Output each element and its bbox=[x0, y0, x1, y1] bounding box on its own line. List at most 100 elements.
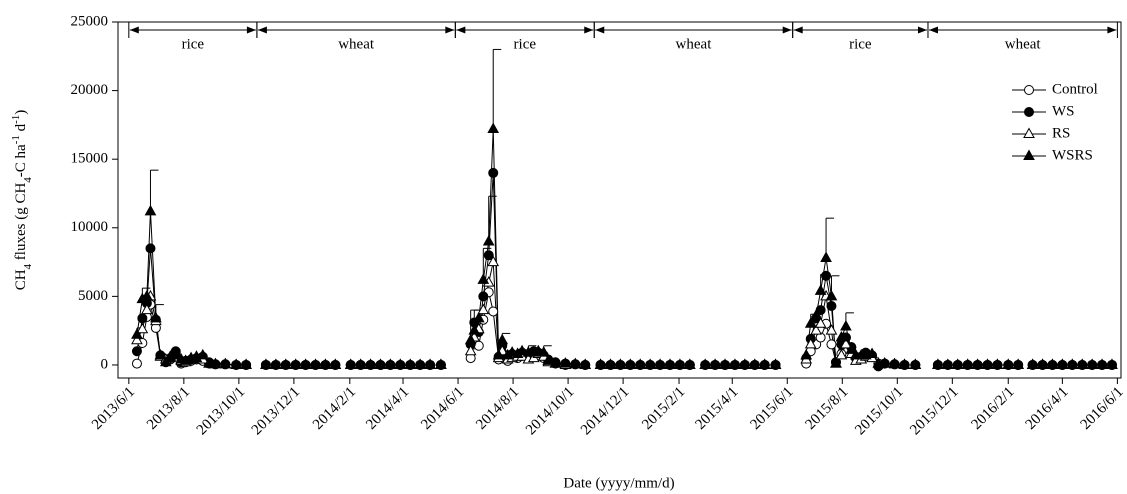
marker bbox=[154, 348, 167, 360]
legend-label: Control bbox=[1052, 81, 1098, 97]
marker bbox=[516, 344, 528, 356]
marker bbox=[674, 358, 686, 369]
marker bbox=[354, 358, 367, 369]
marker bbox=[909, 358, 922, 369]
marker bbox=[487, 255, 500, 267]
legend-marker bbox=[1023, 149, 1035, 160]
marker bbox=[941, 358, 954, 369]
legend-marker bbox=[1024, 107, 1034, 117]
marker bbox=[739, 358, 751, 369]
x-tick-label: 2014/10/1 bbox=[523, 384, 577, 438]
marker bbox=[769, 358, 782, 369]
x-tick-label: 2014/8/1 bbox=[473, 384, 522, 433]
marker bbox=[141, 303, 153, 315]
marker bbox=[404, 358, 417, 369]
marker bbox=[150, 311, 162, 323]
period-label: rice bbox=[514, 36, 537, 52]
series-line bbox=[470, 172, 586, 366]
period-label: wheat bbox=[676, 36, 713, 52]
marker bbox=[477, 273, 490, 284]
marker bbox=[719, 358, 731, 369]
marker bbox=[1086, 358, 1098, 369]
marker bbox=[814, 317, 827, 328]
y-axis-title-part: 4 bbox=[22, 263, 34, 269]
y-axis-title-part: d bbox=[13, 123, 29, 135]
marker bbox=[482, 234, 495, 246]
marker bbox=[209, 357, 222, 369]
legend-label: WS bbox=[1052, 103, 1075, 119]
marker bbox=[549, 357, 562, 368]
marker bbox=[269, 358, 282, 369]
marker bbox=[888, 357, 901, 369]
marker bbox=[810, 324, 822, 335]
marker bbox=[487, 122, 500, 134]
marker bbox=[141, 289, 153, 301]
marker bbox=[329, 358, 342, 369]
marker bbox=[835, 331, 848, 342]
y-axis-title-part: CH bbox=[13, 269, 29, 290]
marker bbox=[394, 358, 407, 369]
marker bbox=[991, 358, 1004, 369]
arrow-head bbox=[129, 26, 139, 34]
marker bbox=[951, 358, 964, 369]
x-tick-label: 2014/2/1 bbox=[310, 384, 359, 433]
y-tick-label: 0 bbox=[101, 356, 109, 372]
period-label: wheat bbox=[338, 36, 375, 52]
marker bbox=[464, 344, 477, 356]
marker bbox=[136, 322, 149, 334]
y-axis-title-part: -1 bbox=[10, 115, 22, 124]
x-tick-label: 2014/4/1 bbox=[363, 384, 412, 433]
arrow-head bbox=[782, 26, 792, 34]
marker bbox=[559, 357, 572, 368]
marker bbox=[344, 358, 357, 369]
marker bbox=[748, 358, 761, 369]
marker bbox=[537, 346, 550, 357]
marker bbox=[835, 348, 848, 360]
marker bbox=[804, 317, 817, 328]
marker bbox=[309, 358, 322, 369]
marker bbox=[810, 309, 822, 320]
y-axis-title: CH4 fluxes (g CH4-C ha-1 d-1) bbox=[10, 110, 34, 291]
legend-label: WSRS bbox=[1052, 147, 1093, 163]
marker bbox=[299, 358, 312, 369]
x-tick-label: 2015/2/1 bbox=[639, 384, 688, 433]
y-tick-label: 20000 bbox=[71, 82, 109, 98]
marker bbox=[830, 357, 842, 368]
arrow-head bbox=[445, 26, 455, 34]
marker bbox=[804, 337, 817, 349]
marker bbox=[826, 300, 837, 311]
arrow-head bbox=[793, 26, 803, 34]
x-tick-label: 2016/2/1 bbox=[968, 384, 1017, 433]
legend-marker bbox=[1023, 127, 1035, 138]
marker bbox=[131, 358, 142, 369]
arrow-head bbox=[456, 26, 466, 34]
marker bbox=[820, 251, 832, 262]
marker bbox=[814, 284, 827, 295]
marker bbox=[496, 333, 509, 345]
y-axis-title-part: ) bbox=[13, 110, 29, 115]
marker bbox=[594, 358, 607, 369]
x-tick-label: 2015/10/1 bbox=[852, 384, 906, 438]
marker bbox=[825, 289, 838, 301]
marker bbox=[260, 358, 272, 369]
marker bbox=[821, 270, 832, 281]
x-tick-label: 2014/6/1 bbox=[418, 384, 467, 433]
marker bbox=[1096, 358, 1108, 369]
marker bbox=[699, 358, 712, 369]
marker bbox=[478, 291, 489, 302]
marker bbox=[424, 358, 436, 369]
marker bbox=[1066, 358, 1079, 369]
marker bbox=[145, 243, 156, 254]
marker bbox=[971, 358, 984, 369]
marker bbox=[579, 358, 592, 369]
marker bbox=[569, 357, 582, 369]
x-tick-label: 2013/6/1 bbox=[89, 384, 138, 433]
y-tick-label: 5000 bbox=[78, 288, 108, 304]
y-tick-label: 25000 bbox=[71, 13, 109, 29]
marker bbox=[472, 311, 485, 323]
legend-label: RS bbox=[1052, 125, 1070, 141]
marker bbox=[384, 358, 397, 369]
marker bbox=[709, 358, 721, 369]
marker bbox=[604, 358, 617, 369]
